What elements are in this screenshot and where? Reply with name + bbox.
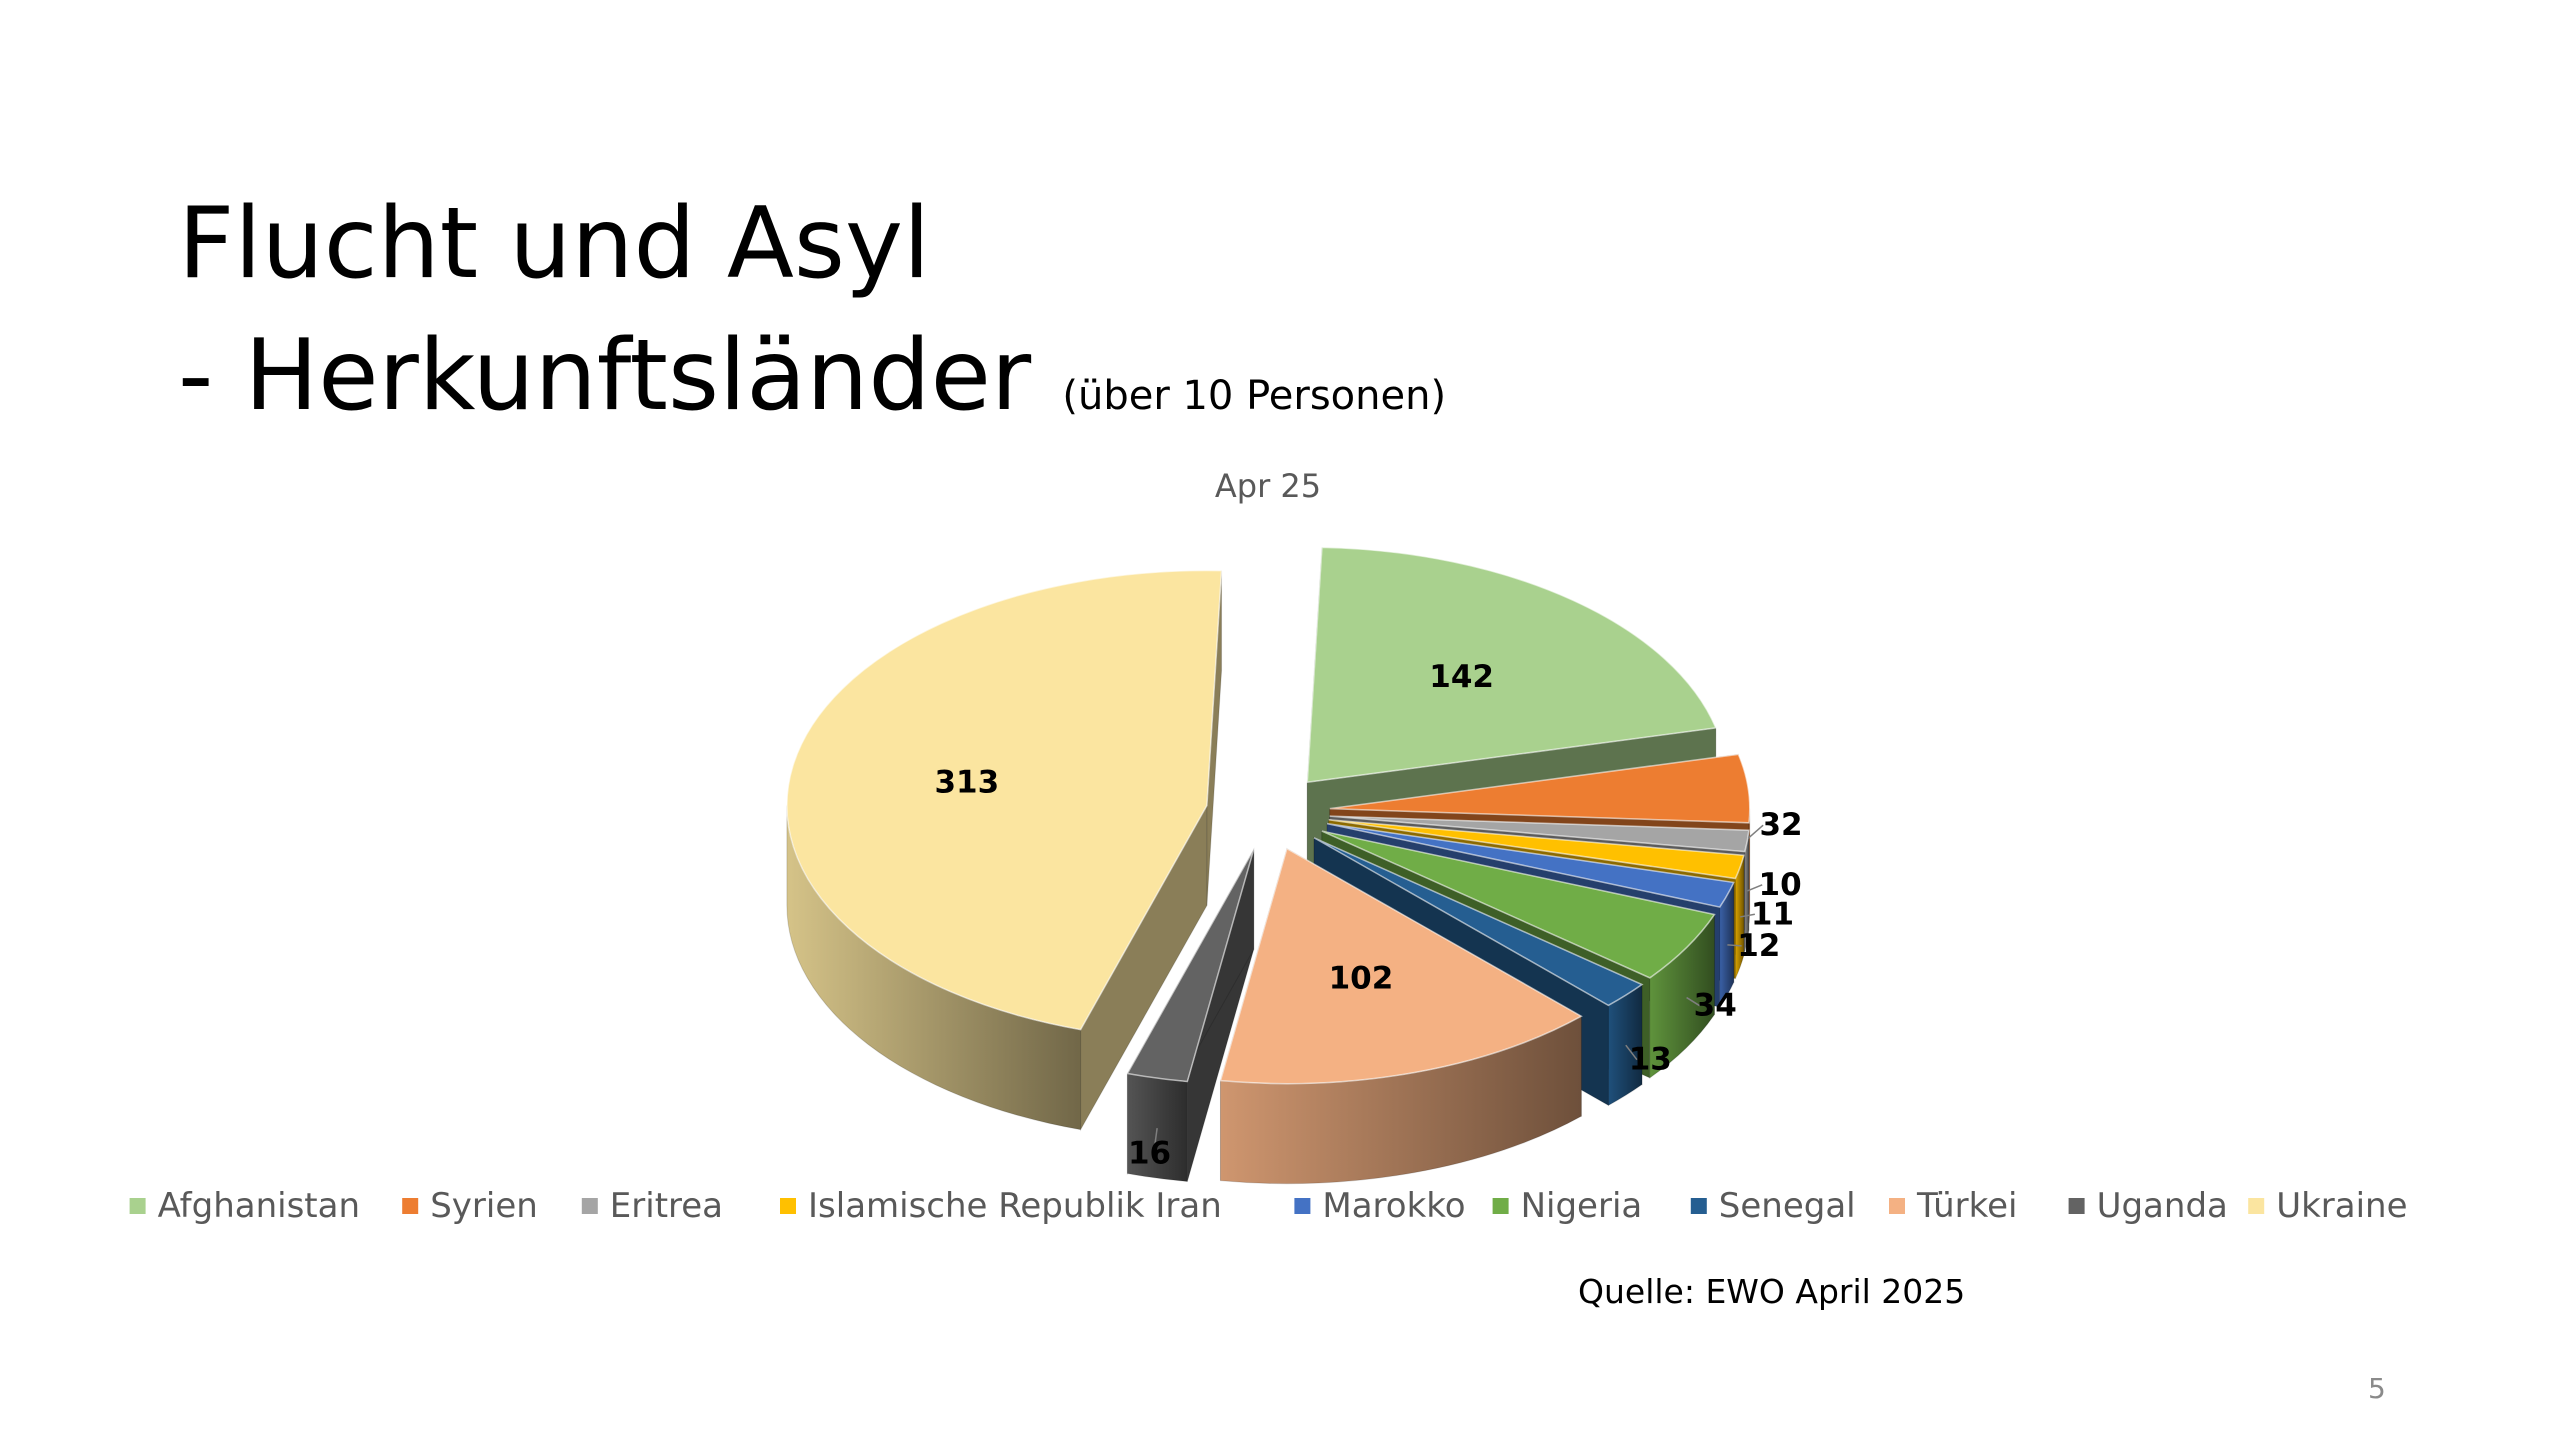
legend-label: Senegal [1719, 1186, 1856, 1226]
slice-top-face [1329, 815, 1750, 853]
legend-item-t-rkei: Türkei [1889, 1186, 2017, 1226]
legend-item-senegal: Senegal [1690, 1186, 1856, 1226]
legend-item-syrien: Syrien [402, 1186, 538, 1226]
legend-swatch [581, 1198, 598, 1214]
legend-label: Islamische Republik Iran [808, 1186, 1222, 1226]
legend-item-uganda: Uganda [2068, 1186, 2228, 1226]
legend-item-ukraine: Ukraine [2248, 1186, 2408, 1226]
slice-top-face [1329, 753, 1751, 824]
legend-swatch [402, 1198, 419, 1214]
title-main-text: - Herkunftsländer [178, 319, 1032, 433]
data-label-t-rkei: 102 [1329, 960, 1394, 996]
pie-slice-t-rkei [1219, 847, 1583, 1185]
pie-slice-ukraine [786, 569, 1223, 1132]
chart-title: Apr 25 [1215, 467, 1321, 505]
legend-swatch [780, 1198, 796, 1214]
leader-line [1747, 824, 1764, 839]
leader-line [1747, 884, 1763, 892]
title-line-2: - Herkunftsländer (über 10 Personen) [178, 310, 1446, 462]
legend-swatch [1889, 1198, 1905, 1214]
legend-label: Nigeria [1521, 1186, 1643, 1226]
data-label-senegal: 13 [1629, 1042, 1672, 1078]
legend-label: Syrien [430, 1186, 538, 1226]
source-note: Quelle: EWO April 2025 [1578, 1272, 1966, 1311]
legend-swatch [1492, 1198, 1509, 1214]
slice-top-face [1306, 546, 1717, 784]
legend-swatch [129, 1198, 146, 1214]
legend-item-islamische-republik-iran: Islamische Republik Iran [780, 1186, 1222, 1226]
legend-label: Afghanistan [158, 1186, 360, 1226]
slice-top-face [1328, 818, 1745, 880]
data-label-islamische-republik-iran: 11 [1751, 896, 1794, 932]
data-label-afghanistan: 142 [1429, 659, 1494, 695]
title-line-1: Flucht und Asyl [178, 187, 931, 301]
pie-slice-uganda [1126, 847, 1255, 1182]
legend-label: Türkei [1916, 1186, 2017, 1226]
leader-line [1740, 913, 1755, 918]
leader-line [1686, 996, 1701, 1007]
title-note: (über 10 Personen) [1062, 373, 1447, 419]
legend-item-afghanistan: Afghanistan [129, 1186, 360, 1226]
pie-slices [786, 546, 1751, 1185]
legend-swatch [2068, 1198, 2085, 1214]
legend-label: Marokko [1322, 1186, 1465, 1226]
data-label-uganda: 16 [1128, 1136, 1171, 1172]
legend-swatch [1690, 1198, 1707, 1214]
legend-label: Ukraine [2276, 1186, 2407, 1226]
data-label-nigeria: 34 [1694, 988, 1737, 1024]
leader-line [1727, 944, 1742, 947]
slice-top-face [1321, 830, 1716, 979]
data-label-syrien: 32 [1759, 807, 1802, 843]
legend-swatch [1294, 1198, 1311, 1214]
legend-item-eritrea: Eritrea [581, 1186, 723, 1226]
slice-top-face [1326, 822, 1735, 908]
legend-swatch [2248, 1198, 2265, 1214]
data-label-eritrea: 10 [1759, 867, 1802, 903]
slice-top-face [1126, 849, 1255, 1083]
legend-label: Eritrea [610, 1186, 723, 1226]
legend-label: Uganda [2097, 1186, 2228, 1226]
legend-item-marokko: Marokko [1294, 1186, 1466, 1226]
leader-line [1625, 1044, 1638, 1061]
data-label-ukraine: 313 [934, 764, 999, 800]
page-number: 5 [2368, 1372, 2386, 1405]
slide-title: Flucht und Asyl - Herkunftsländer (über … [178, 178, 1446, 462]
data-label-marokko: 12 [1737, 928, 1780, 964]
slice-top-face [1313, 837, 1644, 1007]
leader-line [1152, 1128, 1158, 1154]
legend-item-nigeria: Nigeria [1492, 1186, 1643, 1226]
slice-top-face [1219, 847, 1583, 1085]
chart-legend: Afghanistan Syrien Eritrea Islamische Repub… [129, 1186, 2408, 1226]
slice-top-face [786, 569, 1223, 1031]
